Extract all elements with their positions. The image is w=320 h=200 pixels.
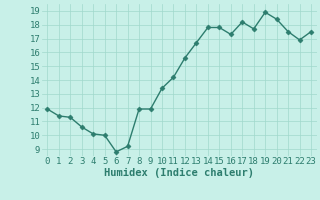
X-axis label: Humidex (Indice chaleur): Humidex (Indice chaleur) bbox=[104, 168, 254, 178]
